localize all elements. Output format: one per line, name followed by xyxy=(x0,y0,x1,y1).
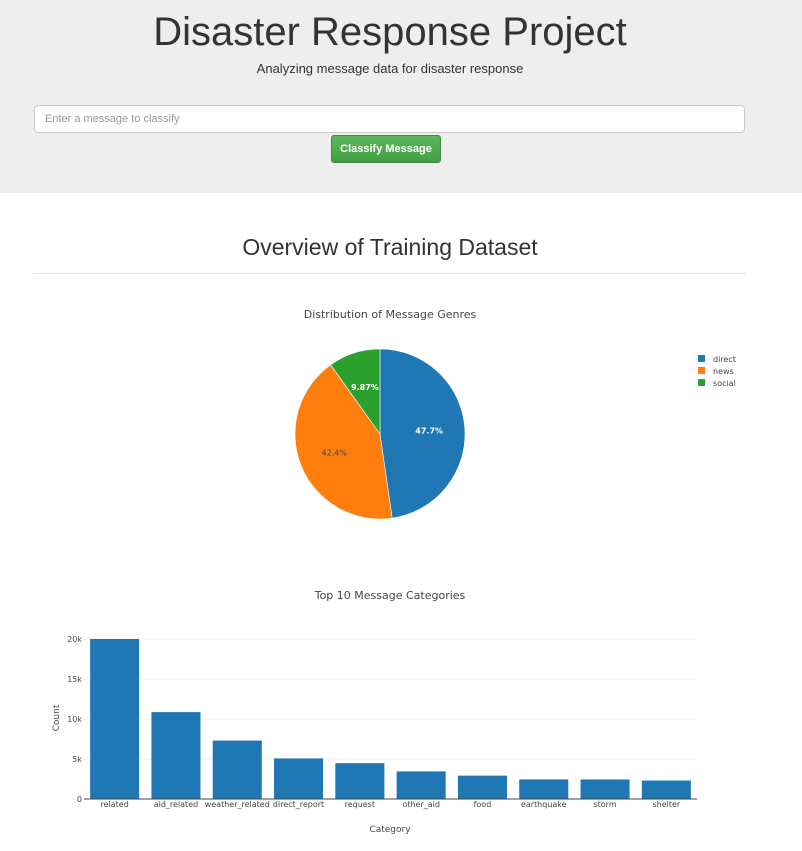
bar-earthquake[interactable] xyxy=(519,779,569,799)
genre-pie-chart: Distribution of Message Genres 47.7% 42.4… xyxy=(294,308,736,520)
x-tick-label: storm xyxy=(593,800,616,809)
x-tick-label: food xyxy=(474,800,492,809)
y-axis-label: Count xyxy=(52,704,62,731)
bar-weather_related[interactable] xyxy=(212,740,262,799)
x-axis-label: Category xyxy=(369,825,411,835)
bar-food[interactable] xyxy=(457,775,507,799)
bar-other_aid[interactable] xyxy=(396,771,446,799)
y-tick-label: 5k xyxy=(72,755,82,764)
bar-chart-title: Top 10 Message Categories xyxy=(314,589,466,602)
y-tick-label: 15k xyxy=(67,675,82,684)
legend-swatch-social xyxy=(698,379,705,386)
pie-slice-social[interactable] xyxy=(330,348,381,435)
pie-label-direct: 47.7% xyxy=(415,426,443,435)
pie-slice-news[interactable] xyxy=(294,364,393,520)
bar-direct_report[interactable] xyxy=(274,758,324,799)
bar-shelter[interactable] xyxy=(641,780,691,799)
x-tick-label: direct_report xyxy=(273,800,324,809)
x-tick-label: request xyxy=(345,800,375,809)
x-tick-label: shelter xyxy=(652,800,680,809)
y-tick-label: 20k xyxy=(67,635,82,644)
x-tick-label: other_aid xyxy=(402,800,440,809)
pie-label-news: 42.4% xyxy=(322,448,348,457)
message-input[interactable] xyxy=(34,105,745,133)
legend-swatch-news xyxy=(698,367,705,374)
y-tick-label: 10k xyxy=(67,715,82,724)
section-divider xyxy=(34,273,746,274)
x-tick-label: earthquake xyxy=(521,800,567,809)
legend-item-direct[interactable]: direct xyxy=(713,355,736,364)
overview-title: Overview of Training Dataset xyxy=(242,234,538,260)
x-tick-label: weather_related xyxy=(205,800,270,809)
x-tick-label: related xyxy=(101,800,129,809)
pie-label-social: 9.87% xyxy=(351,383,379,392)
y-tick-label: 0 xyxy=(77,795,82,804)
classify-message-button[interactable]: Classify Message xyxy=(331,135,441,163)
x-tick-label: aid_related xyxy=(154,800,199,809)
bar-request[interactable] xyxy=(335,763,385,799)
category-bar-chart: Top 10 Message Categories related aid_rel… xyxy=(52,589,697,835)
pie-slice-direct[interactable] xyxy=(379,348,466,519)
pie-chart-title: Distribution of Message Genres xyxy=(304,308,477,321)
legend-item-social[interactable]: social xyxy=(713,379,736,388)
bar-storm[interactable] xyxy=(580,779,630,799)
header-jumbotron: Disaster Response Project Analyzing mess… xyxy=(0,0,802,193)
legend-item-news[interactable]: news xyxy=(713,367,734,376)
bar-aid_related[interactable] xyxy=(151,712,201,799)
bar-related[interactable] xyxy=(90,639,140,799)
legend-swatch-direct xyxy=(698,355,705,362)
page-title: Disaster Response Project xyxy=(153,10,627,54)
page-subtitle: Analyzing message data for disaster resp… xyxy=(256,61,524,76)
